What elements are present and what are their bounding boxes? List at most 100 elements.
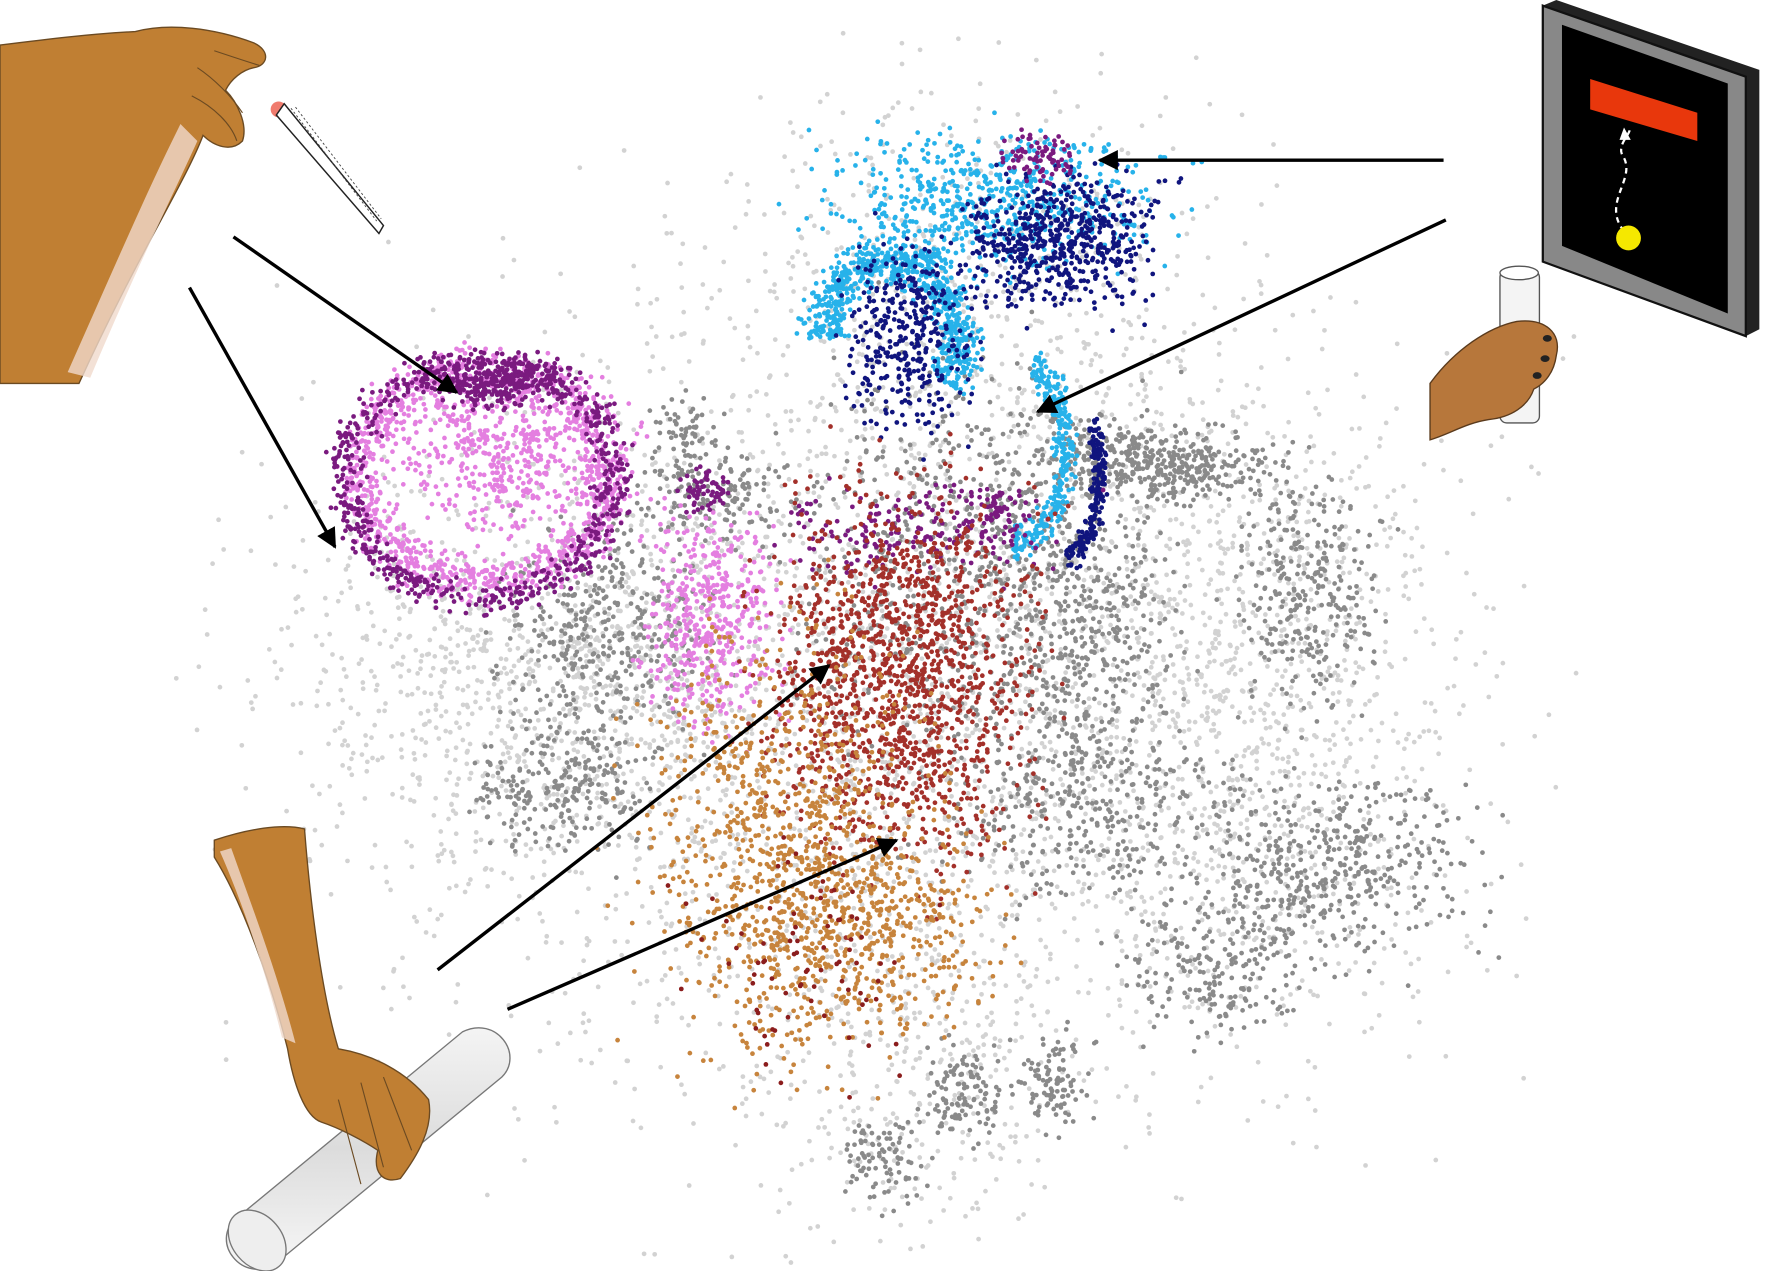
- point: [1128, 770, 1133, 775]
- point: [369, 735, 374, 741]
- point: [689, 826, 695, 831]
- point: [662, 950, 667, 955]
- point: [816, 632, 822, 638]
- point: [1374, 542, 1379, 548]
- point: [1141, 683, 1147, 688]
- point: [464, 761, 470, 767]
- point: [1261, 531, 1267, 536]
- point: [1194, 742, 1200, 748]
- point: [752, 686, 758, 692]
- point: [699, 824, 705, 830]
- point: [973, 726, 978, 732]
- point: [465, 665, 471, 671]
- point: [1147, 1019, 1153, 1025]
- point: [1353, 636, 1358, 642]
- point: [1042, 1184, 1048, 1190]
- point: [755, 646, 761, 652]
- point: [970, 841, 975, 847]
- point: [1202, 622, 1208, 628]
- point: [1409, 554, 1415, 559]
- point: [355, 606, 361, 612]
- point: [340, 697, 346, 703]
- point: [581, 1011, 587, 1017]
- point: [1193, 55, 1199, 61]
- point: [326, 741, 331, 747]
- point: [1004, 1067, 1010, 1072]
- point: [730, 719, 736, 725]
- point: [831, 1239, 837, 1245]
- point: [964, 999, 970, 1005]
- point: [1159, 411, 1164, 417]
- point: [617, 749, 622, 755]
- point: [1305, 509, 1311, 515]
- point: [487, 630, 493, 636]
- point: [990, 1019, 996, 1025]
- point: [389, 733, 394, 739]
- point: [1286, 419, 1291, 425]
- point: [774, 877, 779, 883]
- point: [670, 1001, 676, 1006]
- point: [788, 1082, 794, 1088]
- point: [701, 338, 706, 344]
- point: [965, 884, 971, 889]
- point: [1021, 827, 1027, 832]
- point: [307, 858, 313, 864]
- point: [1030, 887, 1036, 893]
- point: [1523, 916, 1529, 921]
- point: [839, 779, 845, 785]
- point: [400, 602, 406, 607]
- point: [1309, 924, 1315, 930]
- point: [646, 920, 652, 925]
- point: [870, 162, 875, 168]
- point: [826, 1023, 831, 1028]
- point: [763, 269, 768, 274]
- point: [1242, 241, 1248, 246]
- point: [523, 706, 529, 712]
- point: [800, 540, 806, 546]
- point: [784, 736, 789, 742]
- point: [1323, 774, 1329, 780]
- point: [423, 721, 428, 727]
- point: [692, 839, 697, 845]
- point: [911, 851, 917, 857]
- point: [216, 517, 221, 523]
- point: [478, 627, 484, 633]
- point: [836, 206, 842, 212]
- point: [1221, 689, 1227, 695]
- point: [686, 1183, 692, 1188]
- point: [1290, 1140, 1296, 1146]
- point: [1045, 1009, 1051, 1014]
- point: [1266, 741, 1272, 747]
- point: [968, 877, 974, 883]
- point: [688, 776, 694, 782]
- point: [615, 410, 621, 416]
- point: [462, 889, 468, 895]
- point: [364, 633, 369, 639]
- point: [417, 782, 422, 787]
- point: [1261, 710, 1267, 716]
- point: [1395, 740, 1401, 745]
- point: [664, 996, 670, 1002]
- point: [1133, 1009, 1139, 1015]
- point: [1488, 801, 1494, 807]
- point: [1060, 782, 1066, 788]
- point: [1264, 854, 1269, 860]
- point: [1232, 327, 1238, 333]
- point: [791, 289, 796, 294]
- point: [1354, 769, 1360, 774]
- point: [1125, 150, 1131, 156]
- point: [597, 1047, 603, 1053]
- point: [1111, 895, 1116, 901]
- point: [1223, 695, 1228, 701]
- point: [1244, 825, 1250, 831]
- point: [1440, 803, 1446, 808]
- point: [807, 1225, 813, 1231]
- point: [970, 730, 975, 736]
- point: [649, 462, 655, 467]
- point: [1294, 519, 1300, 525]
- point: [1444, 550, 1450, 556]
- point: [1158, 422, 1163, 428]
- point: [899, 61, 905, 67]
- point: [990, 859, 996, 864]
- point: [632, 644, 638, 649]
